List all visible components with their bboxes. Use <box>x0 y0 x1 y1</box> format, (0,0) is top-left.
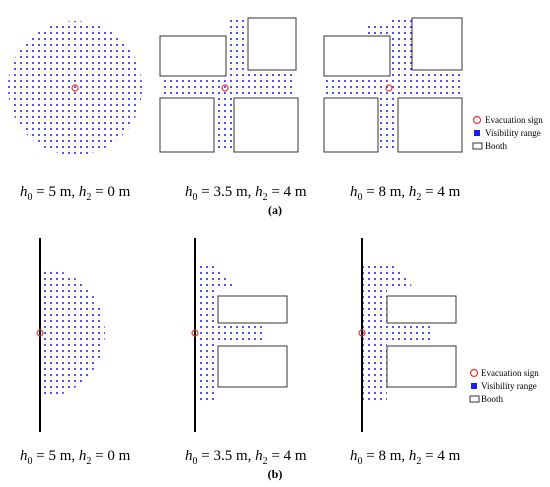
visibility-range <box>363 264 430 400</box>
symbol: h <box>20 184 28 200</box>
subscript: 0 <box>358 456 363 467</box>
caption-text: = 3.5 m, <box>198 448 256 464</box>
caption: h0 = 5 m, h2 = 0 m <box>20 448 131 467</box>
booth <box>397 97 463 153</box>
subscript: 0 <box>28 192 33 203</box>
booth <box>323 97 379 153</box>
visibility-range <box>322 18 462 150</box>
symbol: h <box>350 448 358 464</box>
symbol: h <box>350 184 358 200</box>
subscript: 0 <box>28 456 33 467</box>
subscript: 2 <box>416 192 421 203</box>
panel-a3 <box>322 17 463 153</box>
visibility-range <box>160 20 296 150</box>
visibility-range <box>40 268 105 398</box>
caption: h0 = 8 m, h2 = 4 m <box>350 184 461 203</box>
legend-sign <box>472 115 482 125</box>
legend: Evacuation sign Visibility range Booth <box>469 368 539 404</box>
evacuation-sign <box>221 84 229 92</box>
evacuation-sign <box>191 329 199 337</box>
subscript: 2 <box>263 456 268 467</box>
legend-dot <box>474 130 480 136</box>
legend-label: Booth <box>485 141 508 151</box>
symbol: h <box>79 184 87 200</box>
evacuation-sign <box>385 84 393 92</box>
evacuation-sign <box>36 329 44 337</box>
booth <box>323 35 391 77</box>
subscript: 2 <box>86 192 91 203</box>
legend-dot <box>471 383 477 389</box>
legend-label: Visibility range <box>481 381 537 391</box>
panel-b3 <box>358 238 457 432</box>
caption-text: = 4 m <box>268 448 307 464</box>
panel-b2 <box>191 238 288 432</box>
panel-label: (b) <box>268 467 283 481</box>
caption-text: = 8 m, <box>363 184 409 200</box>
evacuation-sign <box>71 84 79 92</box>
legend: Evacuation sign Visibility range Booth <box>472 115 543 151</box>
symbol: h <box>20 448 28 464</box>
legend-label: Visibility range <box>485 128 541 138</box>
symbol: h <box>185 184 193 200</box>
subscript: 0 <box>193 192 198 203</box>
caption-text: = 8 m, <box>363 448 409 464</box>
symbol: h <box>409 448 417 464</box>
caption-text: = 5 m, <box>33 448 79 464</box>
legend-sign <box>469 368 479 378</box>
booth <box>217 295 288 324</box>
booth <box>386 295 457 324</box>
caption: h0 = 3.5 m, h2 = 4 m <box>185 448 307 467</box>
booth <box>159 97 215 153</box>
symbol: h <box>409 184 417 200</box>
legend-label: Evacuation sign <box>481 368 539 378</box>
symbol: h <box>255 448 263 464</box>
panel-label: (a) <box>268 203 282 217</box>
booth <box>233 97 299 153</box>
booth <box>411 17 463 71</box>
booth <box>217 345 288 388</box>
caption: h0 = 3.5 m, h2 = 4 m <box>185 184 307 203</box>
symbol: h <box>255 184 263 200</box>
evacuation-sign <box>358 329 366 337</box>
legend-label: Evacuation sign <box>485 115 543 125</box>
caption-text: = 0 m <box>91 448 130 464</box>
legend-booth <box>469 395 480 403</box>
caption: h0 = 5 m, h2 = 0 m <box>20 184 131 203</box>
caption-text: = 4 m <box>421 184 460 200</box>
caption-text: = 0 m <box>91 184 130 200</box>
booth <box>386 345 457 388</box>
subscript: 0 <box>358 192 363 203</box>
subscript: 2 <box>86 456 91 467</box>
booth <box>247 17 297 71</box>
visibility-range <box>8 21 142 155</box>
caption: h0 = 8 m, h2 = 4 m <box>350 448 461 467</box>
subscript: 0 <box>193 456 198 467</box>
caption-text: = 4 m <box>268 184 307 200</box>
caption-text: = 3.5 m, <box>198 184 256 200</box>
subscript: 2 <box>263 192 268 203</box>
panel-a2 <box>159 17 299 153</box>
legend-booth <box>472 142 483 150</box>
legend-label: Booth <box>481 394 504 404</box>
subscript: 2 <box>416 456 421 467</box>
symbol: h <box>185 448 193 464</box>
symbol: h <box>79 448 87 464</box>
caption-text: = 4 m <box>421 448 460 464</box>
booth <box>159 35 227 77</box>
caption-text: = 5 m, <box>33 184 79 200</box>
visibility-range <box>196 264 266 400</box>
